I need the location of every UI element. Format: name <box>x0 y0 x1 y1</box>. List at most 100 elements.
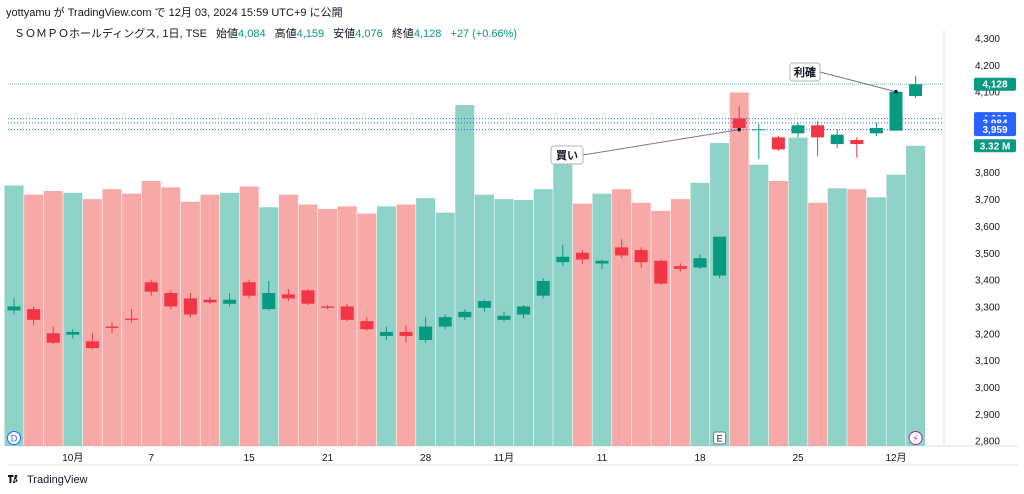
symbol-legend: ＳＯＭＰＯホールディングス, 1日, TSE 始値4,084 高値4,159 安… <box>14 25 517 41</box>
close-label: 終値 <box>391 28 414 40</box>
candle-body <box>27 309 41 320</box>
candle <box>27 306 41 326</box>
volume-bar <box>690 182 710 446</box>
event-marker-label: ⚡ <box>912 434 918 444</box>
volume-bar <box>63 192 83 446</box>
candle <box>7 298 21 315</box>
candle-body <box>340 306 354 320</box>
candle-body <box>203 299 217 303</box>
candle <box>752 123 766 159</box>
candle <box>791 122 805 138</box>
high-label: 高値 <box>274 28 297 40</box>
volume-bar <box>533 189 553 446</box>
candle <box>144 279 158 296</box>
candle-body <box>242 282 256 296</box>
candle-body <box>497 315 511 320</box>
open-value: 4,084 <box>238 28 266 40</box>
candle-body <box>360 321 374 330</box>
candle-body <box>125 318 139 320</box>
open-label: 始値 <box>216 28 239 40</box>
volume-bar <box>729 92 749 447</box>
volume-bar <box>553 153 573 447</box>
price-tag-label: 4,128 <box>982 80 1007 91</box>
candle <box>673 263 687 272</box>
candle <box>360 317 374 331</box>
candle <box>438 314 452 330</box>
price-tick-label: 2,900 <box>975 410 1000 421</box>
candle <box>105 322 119 334</box>
candle-body <box>713 236 727 276</box>
candle-body <box>536 280 550 296</box>
candle <box>203 297 217 304</box>
candle-body <box>693 258 707 268</box>
price-tick-label: 4,100 <box>975 88 1000 99</box>
candle-body <box>850 140 864 145</box>
volume-bar <box>612 189 632 446</box>
callout-tip <box>737 127 741 132</box>
candle <box>634 247 648 268</box>
candle <box>654 259 668 285</box>
candle <box>66 329 80 339</box>
candle-body <box>262 293 276 310</box>
candle <box>830 129 844 149</box>
time-tick-label: 21 <box>322 453 334 464</box>
candle-body <box>811 125 825 138</box>
candle <box>517 305 531 319</box>
candle <box>223 293 237 307</box>
price-tick-label: 3,100 <box>975 356 1000 367</box>
volume-bar <box>768 181 788 446</box>
volume-bar <box>827 188 847 446</box>
volume-bar <box>337 206 357 446</box>
candle <box>869 122 883 137</box>
footer: TradingView <box>8 474 88 486</box>
candle <box>889 91 903 131</box>
candle <box>242 279 256 299</box>
volume-bar <box>886 174 906 446</box>
volume-bar <box>710 143 730 447</box>
price-tag: 4,128 <box>974 77 1016 91</box>
candle-body <box>752 129 766 131</box>
price-tick-label: 3,200 <box>975 329 1000 340</box>
volume-tag-box <box>974 139 1016 153</box>
volume-tag-label: 3.32 M <box>980 141 1011 152</box>
volume-bar <box>455 105 475 447</box>
candle <box>556 244 570 267</box>
volume-bar <box>141 181 161 446</box>
earnings-marker-box <box>713 431 727 445</box>
price-tag-box <box>974 77 1016 91</box>
close-value: 4,128 <box>413 28 442 40</box>
candle <box>732 106 746 130</box>
candle <box>164 290 178 310</box>
price-tick-label: 4,300 <box>975 34 1000 45</box>
candle-body <box>889 91 903 131</box>
time-tick-label: 15 <box>244 453 256 464</box>
candle-body <box>791 125 805 134</box>
candle <box>46 326 60 345</box>
price-tag: 3,959 <box>974 123 1016 137</box>
volume-bar <box>43 190 63 446</box>
candle-body <box>164 293 178 307</box>
event-marker-icon: ⚡ <box>908 431 923 445</box>
change-value: +27 (+0.66%) <box>450 28 518 40</box>
candle <box>615 239 629 259</box>
candle-body <box>66 331 80 335</box>
candle-body <box>301 290 315 304</box>
footer-brand: TradingView <box>27 474 88 486</box>
time-tick-label: 25 <box>792 453 804 464</box>
volume-bar <box>180 201 200 446</box>
volume-bar <box>298 204 318 446</box>
volume-bar <box>906 145 926 446</box>
candle-body <box>7 306 21 311</box>
volume-tag: 3.32 M <box>974 139 1016 153</box>
volume-bar <box>847 189 867 446</box>
candle-body <box>556 256 570 263</box>
volume-bar <box>808 202 828 446</box>
candle <box>595 259 609 269</box>
price-tag-label: 3,959 <box>982 125 1007 136</box>
callout-box <box>550 145 584 165</box>
volume-bar <box>318 209 338 446</box>
volume-bar <box>494 199 514 446</box>
candle-body <box>399 331 413 336</box>
